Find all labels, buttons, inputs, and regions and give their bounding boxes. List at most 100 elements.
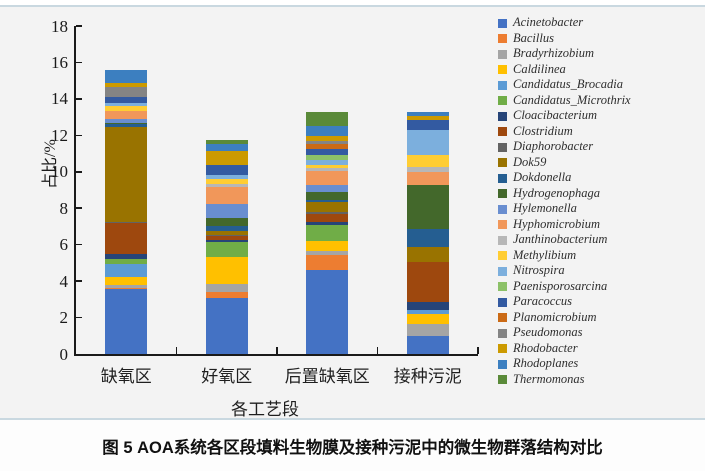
legend-swatch-icon xyxy=(498,18,507,28)
legend-swatch-icon xyxy=(498,375,507,385)
bar-segment-rhodobacter xyxy=(105,83,148,88)
y-tick-label: 8 xyxy=(59,198,69,218)
bar-segment-bradyrhizobium xyxy=(306,251,349,255)
y-axis-line xyxy=(74,26,76,356)
legend-label: Hyphomicrobium xyxy=(513,216,601,231)
bar-segment-candidatus_microthrix xyxy=(306,224,349,242)
bar-segment-paenisporosarcina xyxy=(306,155,349,160)
legend-swatch-icon xyxy=(498,282,507,292)
bar-segment-nitrospira xyxy=(205,174,248,180)
legend-item-paenisporosarcina: Paenisporosarcina xyxy=(498,279,703,295)
legend-label: Pseudomonas xyxy=(513,325,583,340)
legend-swatch-icon xyxy=(498,127,507,137)
y-tick-label: 16 xyxy=(51,52,68,72)
legend-label: Bradyrhizobium xyxy=(513,46,595,61)
bar-segment-hyphomicrobium xyxy=(306,170,349,185)
bar-segment-caldilinea xyxy=(406,313,449,324)
x-axis-title: 各工艺段 xyxy=(231,400,299,419)
bar-segment-hyphomicrobium xyxy=(105,110,148,119)
x-axis-tick xyxy=(477,347,479,354)
legend-swatch-icon xyxy=(498,297,507,307)
legend-swatch-icon xyxy=(498,142,507,152)
bar-segment-candidatus_brocadia xyxy=(406,310,449,314)
x-category-label: 后置缺氧区 xyxy=(284,367,370,386)
bar-segment-acinetobacter xyxy=(205,298,248,354)
legend-swatch-icon xyxy=(498,158,507,168)
bar-segment-acinetobacter xyxy=(105,289,148,354)
bar-segment-acinetobacter xyxy=(306,270,349,354)
legend-swatch-icon xyxy=(498,34,507,44)
y-axis-tick xyxy=(76,98,82,100)
legend-label: Bacillus xyxy=(513,30,554,45)
legend-item-cloacibacterium: Cloacibacterium xyxy=(498,108,703,124)
bar-segment-hyphomicrobium xyxy=(406,171,449,186)
bar-segment-rhodoplanes xyxy=(105,69,148,84)
legend-label: Planomicrobium xyxy=(513,309,597,324)
caption-area: 图 5 AOA系统各区段填料生物膜及接种污泥中的微生物群落结构对比 xyxy=(0,420,705,471)
stacked-bar-1 xyxy=(105,26,148,354)
bar-segment-dok59 xyxy=(205,231,248,235)
bar-segment-dok59 xyxy=(406,247,449,262)
bar-segment-dokdonella xyxy=(205,226,248,231)
figure-area: 占比/% 0 2 4 6 8 10 12 14 16 18 缺氧区 好氧区 后置缺氧区 接种污泥 各工艺段… xyxy=(0,5,705,420)
x-axis-tick xyxy=(276,347,278,354)
legend-label: Janthinobacterium xyxy=(513,232,608,247)
legend-item-paracoccus: Paracoccus xyxy=(498,294,703,310)
bar-segment-clostridium xyxy=(406,262,449,303)
legend-item-pseudomonas: Pseudomonas xyxy=(498,325,703,341)
legend-label: Nitrospira xyxy=(513,263,565,278)
legend-swatch-icon xyxy=(498,266,507,276)
legend-item-hyphomicrobium: Hyphomicrobium xyxy=(498,217,703,233)
bar-segment-rhodobacter xyxy=(406,116,449,120)
legend-label: Cloacibacterium xyxy=(513,108,598,123)
bar-segment-candidatus_microthrix xyxy=(205,241,248,257)
legend-swatch-icon xyxy=(498,189,507,199)
bar-segment-hydrogenophaga xyxy=(406,185,449,230)
bar-segment-paracoccus xyxy=(105,97,148,103)
legend-item-thermomonas: Thermomonas xyxy=(498,372,703,388)
legend-swatch-icon xyxy=(498,111,507,121)
legend-swatch-icon xyxy=(498,251,507,261)
legend-swatch-icon xyxy=(498,359,507,369)
bar-segment-nitrospira xyxy=(105,102,148,107)
y-tick-label: 10 xyxy=(51,162,68,182)
legend-item-acinetobacter: Acinetobacter xyxy=(498,15,703,31)
y-tick-label: 2 xyxy=(59,308,69,328)
y-tick-label: 18 xyxy=(51,16,68,36)
legend-label: Caldilinea xyxy=(513,61,566,76)
y-tick-label: 4 xyxy=(59,271,69,291)
bar-segment-bacillus xyxy=(306,254,349,271)
bar-segment-clostridium xyxy=(306,213,349,222)
legend-label: Rhodoplanes xyxy=(513,356,579,371)
stacked-bar-4 xyxy=(406,26,449,354)
bar-segment-bradyrhizobium xyxy=(406,323,449,336)
bar-segment-paracoccus xyxy=(205,164,248,175)
legend-swatch-icon xyxy=(498,96,507,106)
bar-segment-cloacibacterium xyxy=(205,240,248,242)
legend-item-janthinobacterium: Janthinobacterium xyxy=(498,232,703,248)
legend-item-caldilinea: Caldilinea xyxy=(498,62,703,78)
bar-segment-dokdonella xyxy=(306,200,349,202)
legend-item-bacillus: Bacillus xyxy=(498,31,703,47)
bar-segment-dokdonella xyxy=(105,124,148,128)
bar-segment-bradyrhizobium xyxy=(105,284,148,288)
bar-segment-paracoccus xyxy=(406,119,449,130)
legend-label: Hylemonella xyxy=(513,201,577,216)
stacked-bar-3 xyxy=(306,26,349,354)
legend-swatch-icon xyxy=(498,235,507,245)
bar-segment-janthinobacterium xyxy=(306,168,349,171)
legend-swatch-icon xyxy=(498,344,507,354)
x-axis-tick xyxy=(376,347,379,354)
y-tick-label: 12 xyxy=(51,125,68,145)
legend-item-clostridium: Clostridium xyxy=(498,124,703,140)
legend-item-nitrospira: Nitrospira xyxy=(498,263,703,279)
chart-legend: Acinetobacter Bacillus Bradyrhizobium Caldi… xyxy=(498,15,703,387)
bar-segment-hylemonella xyxy=(205,203,248,219)
legend-item-rhodoplanes: Rhodoplanes xyxy=(498,356,703,372)
bar-segment-rhodobacter xyxy=(205,150,248,165)
bar-segment-hydrogenophaga xyxy=(306,191,349,201)
legend-label: Dok59 xyxy=(513,154,547,169)
bar-segment-janthinobacterium xyxy=(205,183,248,188)
bar-segment-rhodobacter xyxy=(306,136,349,141)
bar-segment-planomicrobium xyxy=(306,144,349,149)
